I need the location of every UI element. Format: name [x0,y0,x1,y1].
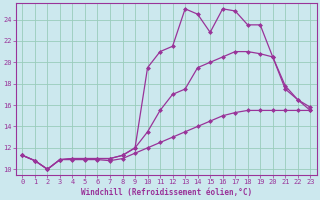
X-axis label: Windchill (Refroidissement éolien,°C): Windchill (Refroidissement éolien,°C) [81,188,252,197]
